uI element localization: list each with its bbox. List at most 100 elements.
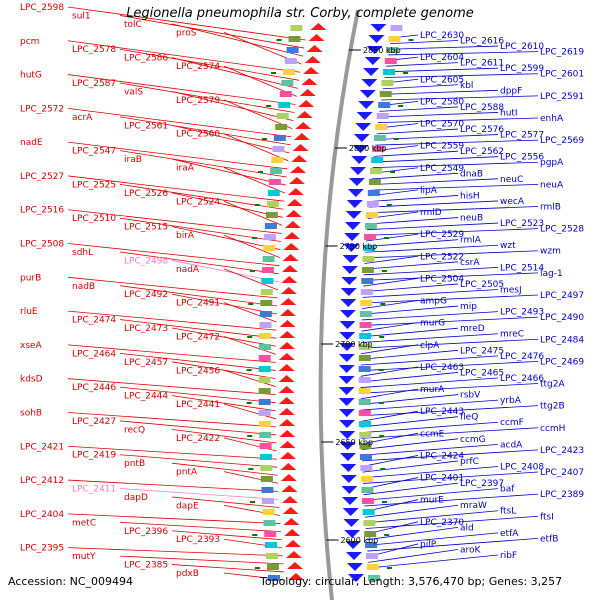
connector-line bbox=[360, 394, 459, 405]
gene-label-left: LPC_2404 bbox=[20, 510, 64, 520]
forward-strand-arrow bbox=[344, 222, 361, 230]
feature-block bbox=[375, 124, 388, 130]
gene-label-right: LPC_2423 bbox=[540, 446, 584, 456]
feature-block bbox=[259, 454, 272, 460]
reverse-strand-arrow bbox=[281, 276, 298, 283]
connector-line bbox=[67, 243, 280, 267]
feature-block bbox=[388, 36, 401, 42]
connector-line bbox=[362, 300, 419, 310]
gene-label-right: LPC_2401 bbox=[420, 474, 464, 484]
connector-line bbox=[362, 289, 499, 298]
kbp-marker-label: 2850 kbp bbox=[363, 46, 401, 55]
gene-label-left: tolC bbox=[124, 20, 142, 30]
forward-strand-arrow bbox=[348, 178, 365, 186]
feature-block bbox=[271, 157, 284, 163]
tick-mark bbox=[246, 369, 252, 371]
gene-label-left: LPC_2446 bbox=[72, 383, 116, 393]
connector-line bbox=[67, 412, 277, 428]
forward-strand-arrow bbox=[364, 57, 381, 65]
reverse-strand-arrow bbox=[285, 540, 302, 547]
gene-label-left: LPC_2456 bbox=[176, 366, 220, 376]
connector-line bbox=[223, 369, 276, 387]
gene-label-right: etfA bbox=[500, 529, 519, 539]
feature-block bbox=[264, 531, 277, 537]
connector-line bbox=[367, 538, 539, 552]
gene-label-right: LPC_2570 bbox=[420, 120, 464, 130]
tick-mark bbox=[379, 435, 385, 437]
gene-label-right: LPC_2601 bbox=[540, 70, 584, 80]
connector-line bbox=[361, 322, 419, 332]
connector-line bbox=[362, 471, 539, 484]
connector-line bbox=[366, 526, 459, 541]
gene-label-left: pdxB bbox=[176, 569, 199, 579]
map-title: Legionella pneumophila str. Corby, compl… bbox=[126, 6, 474, 21]
feature-block bbox=[258, 399, 271, 405]
forward-strand-arrow bbox=[346, 200, 363, 208]
reverse-strand-arrow bbox=[291, 155, 308, 162]
genome-summary-text: Topology: circular; Length: 3,576,470 bp… bbox=[260, 575, 563, 588]
connector-line bbox=[362, 283, 459, 293]
feature-block bbox=[365, 212, 378, 218]
reverse-strand-arrow bbox=[296, 111, 313, 118]
gene-label-left: LPC_2457 bbox=[124, 358, 168, 368]
gene-label-right: LPC_2605 bbox=[420, 75, 464, 85]
gene-label-right: dnaB bbox=[460, 169, 483, 179]
connector-line bbox=[370, 178, 499, 185]
connector-line bbox=[119, 386, 276, 404]
connector-line bbox=[171, 395, 276, 412]
gene-label-left: xseA bbox=[20, 341, 43, 351]
gene-label-left: LPC_2561 bbox=[124, 121, 168, 131]
gene-label-right: baf bbox=[500, 485, 515, 495]
connector-line bbox=[388, 51, 539, 56]
feature-block bbox=[370, 168, 383, 174]
feature-block bbox=[358, 366, 371, 372]
reverse-strand-arrow bbox=[298, 100, 315, 107]
gene-label-right: murA bbox=[420, 385, 445, 395]
tick-mark bbox=[252, 237, 258, 239]
feature-block bbox=[367, 575, 380, 581]
forward-strand-arrow bbox=[345, 552, 362, 560]
gene-label-right: LPC_2493 bbox=[500, 308, 544, 318]
gene-label-left: hutG bbox=[20, 71, 42, 81]
feature-block bbox=[281, 80, 294, 86]
feature-block bbox=[360, 289, 373, 295]
connector-line bbox=[360, 360, 539, 372]
connector-line bbox=[360, 372, 459, 383]
connector-line bbox=[370, 183, 539, 191]
feature-block bbox=[259, 421, 272, 427]
gene-label-left: LPC_2421 bbox=[20, 442, 64, 452]
feature-block bbox=[362, 498, 375, 504]
gene-label-left: LPC_2473 bbox=[124, 324, 168, 334]
feature-block bbox=[284, 58, 297, 64]
gene-label-left: dapE bbox=[176, 501, 199, 511]
feature-block bbox=[376, 113, 389, 119]
connector-line bbox=[223, 336, 277, 355]
connector-line bbox=[119, 48, 300, 81]
reverse-strand-arrow bbox=[278, 342, 295, 349]
feature-block bbox=[361, 487, 374, 493]
feature-block bbox=[259, 311, 272, 317]
forward-strand-arrow bbox=[363, 68, 380, 76]
gene-label-right: neuC bbox=[500, 175, 523, 185]
tick-mark bbox=[380, 303, 386, 305]
connector-line bbox=[363, 266, 499, 276]
reverse-strand-arrow bbox=[279, 419, 296, 426]
connector-line bbox=[360, 366, 419, 377]
gene-label-left: sohB bbox=[20, 408, 42, 418]
forward-strand-arrow bbox=[338, 387, 355, 395]
reverse-strand-arrow bbox=[281, 265, 298, 272]
connector-line bbox=[119, 420, 277, 436]
gene-label-left: LPC_2578 bbox=[72, 45, 116, 55]
gene-label-right: LPC_2604 bbox=[420, 53, 464, 63]
connector-line bbox=[381, 89, 499, 95]
gene-label-right: etfB bbox=[540, 534, 558, 544]
reverse-strand-arrow bbox=[288, 177, 305, 184]
feature-block bbox=[361, 278, 374, 284]
connector-line bbox=[364, 504, 459, 518]
connector-line bbox=[363, 272, 539, 281]
gene-label-right: ttg2A bbox=[540, 380, 565, 390]
kbp-marker-label: 2650 kbp bbox=[335, 438, 373, 447]
feature-block bbox=[362, 509, 375, 515]
gene-label-right: ampG bbox=[420, 297, 447, 307]
